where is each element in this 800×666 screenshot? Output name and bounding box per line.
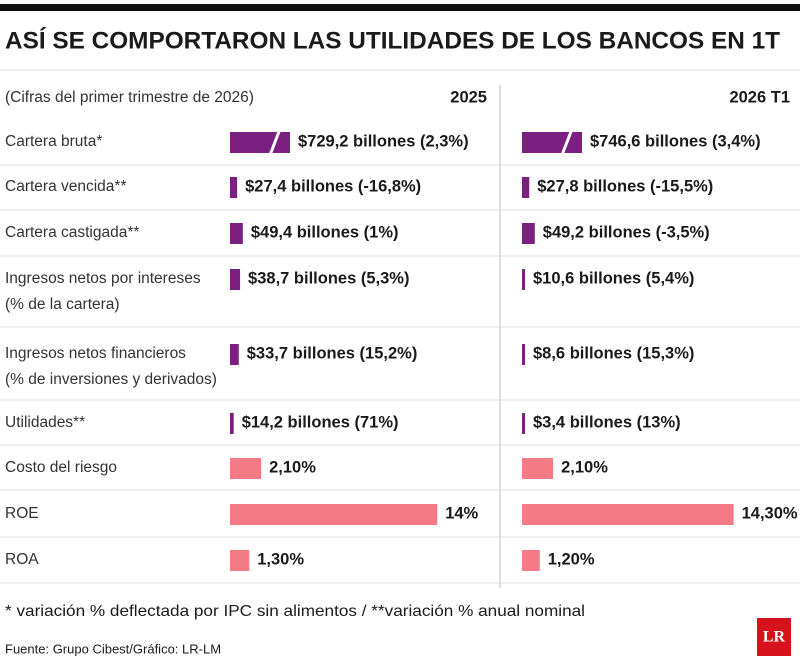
axis-break bbox=[560, 128, 574, 156]
bar bbox=[522, 504, 734, 525]
top-rule bbox=[0, 4, 800, 11]
value-label: 2,10% bbox=[561, 458, 608, 476]
bar bbox=[230, 550, 250, 571]
row-label: Cartera vencida** bbox=[5, 178, 126, 195]
bar bbox=[230, 344, 239, 365]
column-header: 2025 bbox=[450, 88, 487, 106]
value-label: $14,2 billones (71%) bbox=[242, 413, 399, 431]
value-label: $49,2 billones (-3,5%) bbox=[543, 223, 710, 241]
bar bbox=[522, 458, 554, 479]
value-label: $729,2 billones (2,3%) bbox=[298, 132, 469, 150]
bar bbox=[230, 458, 262, 479]
value-label: $8,6 billones (15,3%) bbox=[533, 344, 694, 362]
value-label: 14% bbox=[445, 504, 478, 522]
logo-box bbox=[757, 618, 791, 656]
value-label: $33,7 billones (15,2%) bbox=[247, 344, 418, 362]
row-label: Cartera bruta* bbox=[5, 133, 102, 150]
bar bbox=[230, 413, 234, 434]
source: Fuente: Grupo Cibest/Gráfico: LR-LM bbox=[5, 641, 221, 656]
bar bbox=[522, 344, 525, 365]
value-label: 14,30% bbox=[742, 504, 798, 522]
rows: Cartera bruta* $729,2 billones (2,3%) $746… bbox=[0, 128, 800, 584]
bar bbox=[230, 504, 438, 525]
value-label: $27,8 billones (-15,5%) bbox=[537, 177, 713, 195]
value-label: $49,4 billones (1%) bbox=[251, 223, 399, 241]
value-label: $746,6 billones (3,4%) bbox=[590, 132, 761, 150]
logo: LR bbox=[763, 629, 786, 646]
value-label: $10,6 billones (5,4%) bbox=[533, 269, 694, 287]
column-header: 2026 T1 bbox=[729, 88, 790, 106]
row-label: (% de la cartera) bbox=[5, 296, 120, 313]
value-label: $27,4 billones (-16,8%) bbox=[245, 177, 421, 195]
bar bbox=[522, 269, 525, 290]
title: ASÍ SE COMPORTARON LAS UTILIDADES DE LOS… bbox=[5, 26, 780, 54]
subtitle: (Cifras del primer trimestre de 2026) bbox=[5, 89, 254, 106]
row-label: Cartera castigada** bbox=[5, 224, 139, 241]
bar bbox=[522, 177, 530, 198]
bar bbox=[522, 223, 535, 244]
bar bbox=[522, 413, 525, 434]
value-label: 1,20% bbox=[548, 550, 595, 568]
axis-break bbox=[268, 128, 282, 156]
row-label: (% de inversiones y derivados) bbox=[5, 371, 217, 388]
row-label: Ingresos netos financieros bbox=[5, 345, 186, 362]
value-label: $38,7 billones (5,3%) bbox=[248, 269, 409, 287]
value-label: $3,4 billones (13%) bbox=[533, 413, 681, 431]
bar bbox=[522, 132, 582, 153]
footnote: * variación % deflectada por IPC sin ali… bbox=[5, 603, 585, 620]
bar bbox=[230, 132, 290, 153]
row-label: ROA bbox=[5, 551, 39, 568]
row-label: Costo del riesgo bbox=[5, 459, 117, 476]
row-label: Utilidades** bbox=[5, 414, 85, 431]
bar bbox=[522, 550, 540, 571]
bar bbox=[230, 177, 238, 198]
bar bbox=[230, 269, 241, 290]
row-label: Ingresos netos por intereses bbox=[5, 270, 201, 287]
bar bbox=[230, 223, 243, 244]
value-label: 2,10% bbox=[269, 458, 316, 476]
row-label: ROE bbox=[5, 505, 39, 522]
value-label: 1,30% bbox=[257, 550, 304, 568]
